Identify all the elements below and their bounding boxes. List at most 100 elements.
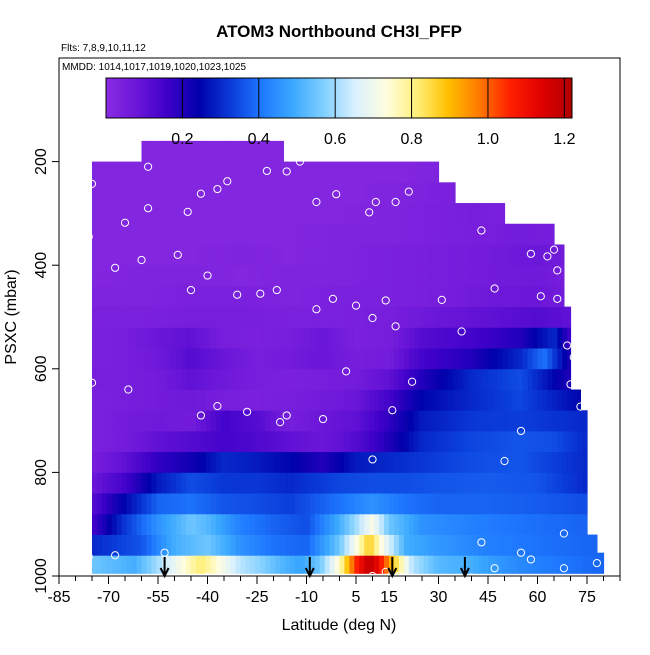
heatmap-cell bbox=[280, 410, 286, 432]
heatmap-cell bbox=[309, 493, 316, 515]
sample-point bbox=[144, 204, 153, 213]
heatmap-cell bbox=[96, 348, 103, 370]
heatmap-cell bbox=[468, 244, 474, 266]
heatmap-band bbox=[92, 534, 598, 556]
heatmap-cell bbox=[121, 223, 128, 245]
heatmap-cell bbox=[195, 368, 202, 390]
heatmap-cell bbox=[547, 306, 553, 328]
heatmap-band bbox=[92, 368, 572, 390]
heatmap-cell bbox=[423, 552, 430, 574]
heatmap-cell bbox=[245, 430, 251, 453]
heatmap-cell bbox=[245, 368, 251, 390]
heatmap-cell bbox=[265, 285, 271, 308]
heatmap-cell bbox=[408, 410, 415, 432]
heatmap-cell bbox=[413, 493, 420, 515]
heatmap-cell bbox=[96, 265, 103, 287]
heatmap-cell bbox=[413, 223, 420, 245]
heatmap-cell bbox=[458, 389, 464, 411]
heatmap-cell bbox=[398, 368, 405, 390]
heatmap-cell bbox=[334, 244, 341, 266]
heatmap-cell bbox=[92, 368, 98, 390]
heatmap-cell bbox=[468, 203, 474, 225]
heatmap-cell bbox=[364, 244, 370, 266]
heatmap-cell bbox=[478, 265, 484, 287]
heatmap-cell bbox=[448, 285, 454, 308]
heatmap-cell bbox=[126, 451, 133, 473]
sample-point bbox=[576, 402, 585, 411]
heatmap-cell bbox=[478, 327, 484, 349]
heatmap-cell bbox=[443, 534, 449, 556]
heatmap-cell bbox=[453, 244, 459, 266]
heatmap-cell bbox=[552, 327, 558, 349]
heatmap-cell bbox=[141, 472, 148, 494]
heatmap-cell bbox=[502, 389, 509, 411]
heatmap-cell bbox=[270, 534, 276, 556]
heatmap-cell bbox=[255, 223, 261, 245]
heatmap-cell bbox=[299, 285, 306, 308]
heatmap-cell bbox=[275, 203, 281, 225]
heatmap-cell bbox=[96, 451, 103, 473]
heatmap-cell bbox=[497, 493, 504, 515]
heatmap-cell bbox=[151, 368, 157, 390]
heatmap-cell bbox=[413, 203, 420, 225]
heatmap-cell bbox=[166, 285, 172, 308]
heatmap-cell bbox=[215, 552, 222, 574]
heatmap-cell bbox=[354, 161, 360, 183]
heatmap-cell bbox=[512, 244, 519, 266]
heatmap-cell bbox=[195, 410, 202, 432]
heatmap-cell bbox=[136, 182, 143, 204]
heatmap-band bbox=[92, 389, 581, 411]
heatmap-cell bbox=[393, 389, 400, 411]
heatmap-cell bbox=[384, 472, 390, 494]
heatmap-cell bbox=[290, 161, 296, 183]
heatmap-cell bbox=[413, 348, 420, 370]
heatmap-cell bbox=[329, 389, 336, 411]
heatmap-cell bbox=[502, 203, 506, 225]
heatmap-cell bbox=[512, 430, 519, 453]
heatmap-cell bbox=[527, 513, 534, 535]
heatmap-cell bbox=[393, 513, 400, 535]
heatmap-cell bbox=[428, 534, 435, 556]
heatmap-cell bbox=[374, 493, 380, 515]
x-tick-label: 15 bbox=[380, 589, 398, 606]
heatmap-cell bbox=[408, 203, 415, 225]
heatmap-cell bbox=[240, 161, 247, 183]
heatmap-cell bbox=[552, 410, 558, 432]
heatmap-cell bbox=[156, 244, 162, 266]
heatmap-cell bbox=[304, 223, 311, 245]
heatmap-cell bbox=[537, 410, 544, 432]
heatmap-cell bbox=[488, 368, 494, 390]
heatmap-cell bbox=[552, 493, 558, 515]
heatmap-cell bbox=[522, 368, 529, 390]
heatmap-cell bbox=[473, 203, 479, 225]
heatmap-cell bbox=[186, 327, 192, 349]
heatmap-cell bbox=[463, 327, 469, 349]
heatmap-cell bbox=[116, 182, 123, 204]
heatmap-cell bbox=[374, 223, 380, 245]
heatmap-cell bbox=[448, 513, 454, 535]
heatmap-cell bbox=[418, 493, 425, 515]
heatmap-cell bbox=[106, 306, 113, 328]
heatmap-cell bbox=[369, 244, 375, 266]
sample-point bbox=[592, 403, 602, 412]
heatmap-cell bbox=[502, 306, 509, 328]
heatmap-cell bbox=[359, 223, 365, 245]
heatmap-cell bbox=[492, 410, 499, 432]
heatmap-cell bbox=[92, 430, 98, 453]
heatmap-cell bbox=[111, 552, 118, 574]
heatmap-cell bbox=[319, 534, 326, 556]
heatmap-cell bbox=[398, 265, 405, 287]
heatmap-cell bbox=[413, 513, 420, 535]
heatmap-cell bbox=[215, 161, 222, 183]
heatmap-cell bbox=[492, 203, 499, 225]
heatmap-cell bbox=[220, 513, 227, 535]
heatmap-cell bbox=[473, 513, 479, 535]
heatmap-cell bbox=[557, 265, 563, 287]
heatmap-cell bbox=[220, 389, 227, 411]
heatmap-cell bbox=[101, 182, 108, 204]
heatmap-cell bbox=[527, 430, 534, 453]
heatmap-cell bbox=[354, 244, 360, 266]
heatmap-cell bbox=[186, 534, 192, 556]
heatmap-cell bbox=[265, 430, 271, 453]
heatmap-cell bbox=[512, 327, 519, 349]
